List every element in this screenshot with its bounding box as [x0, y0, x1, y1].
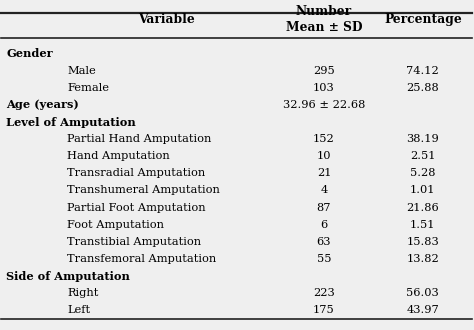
Text: Female: Female [67, 83, 109, 93]
Text: Number
Mean ± SD: Number Mean ± SD [286, 5, 362, 34]
Text: 1.01: 1.01 [410, 185, 436, 195]
Text: 87: 87 [317, 203, 331, 213]
Text: 5.28: 5.28 [410, 168, 436, 179]
Text: 1.51: 1.51 [410, 220, 436, 230]
Text: 32.96 ± 22.68: 32.96 ± 22.68 [283, 100, 365, 110]
Text: Transfemoral Amputation: Transfemoral Amputation [67, 254, 217, 264]
Text: 55: 55 [317, 254, 331, 264]
Text: 21: 21 [317, 168, 331, 179]
Text: Hand Amputation: Hand Amputation [67, 151, 170, 161]
Text: 38.19: 38.19 [407, 134, 439, 144]
Text: 56.03: 56.03 [407, 288, 439, 298]
Text: 63: 63 [317, 237, 331, 247]
Text: 175: 175 [313, 305, 335, 315]
Text: Gender: Gender [6, 48, 53, 59]
Text: 21.86: 21.86 [407, 203, 439, 213]
Text: 6: 6 [320, 220, 328, 230]
Text: 295: 295 [313, 66, 335, 76]
Text: Partial Hand Amputation: Partial Hand Amputation [67, 134, 212, 144]
Text: Level of Amputation: Level of Amputation [6, 116, 136, 127]
Text: Left: Left [67, 305, 91, 315]
Text: Right: Right [67, 288, 99, 298]
Text: 25.88: 25.88 [407, 83, 439, 93]
Text: 4: 4 [320, 185, 328, 195]
Text: 13.82: 13.82 [407, 254, 439, 264]
Text: 15.83: 15.83 [407, 237, 439, 247]
Text: 152: 152 [313, 134, 335, 144]
Text: 74.12: 74.12 [407, 66, 439, 76]
Text: Partial Foot Amputation: Partial Foot Amputation [67, 203, 206, 213]
Text: 223: 223 [313, 288, 335, 298]
Text: Transtibial Amputation: Transtibial Amputation [67, 237, 201, 247]
Text: Age (years): Age (years) [6, 99, 79, 111]
Text: Transradial Amputation: Transradial Amputation [67, 168, 206, 179]
Text: Transhumeral Amputation: Transhumeral Amputation [67, 185, 220, 195]
Text: 103: 103 [313, 83, 335, 93]
Text: Side of Amputation: Side of Amputation [6, 271, 130, 281]
Text: 10: 10 [317, 151, 331, 161]
Text: 2.51: 2.51 [410, 151, 436, 161]
Text: Male: Male [67, 66, 96, 76]
Text: Variable: Variable [138, 13, 195, 25]
Text: Percentage: Percentage [384, 13, 462, 25]
Text: 43.97: 43.97 [407, 305, 439, 315]
Text: Foot Amputation: Foot Amputation [67, 220, 164, 230]
